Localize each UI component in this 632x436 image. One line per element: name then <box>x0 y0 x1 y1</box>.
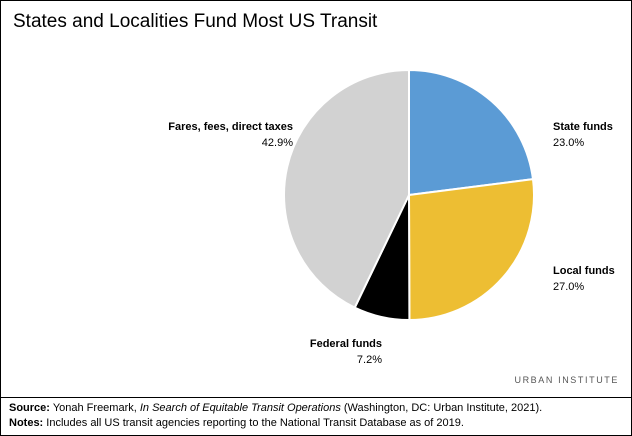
pie-slice-fares-fees-direct-taxes <box>283 68 410 309</box>
slice-value-label: 42.9% <box>262 137 293 149</box>
slice-label: Federal funds <box>310 338 382 350</box>
brand-strong: URBAN <box>514 375 554 385</box>
pie-chart: State funds 23.0% Local funds 27.0% Federal … <box>168 68 615 366</box>
brand-light: INSTITUTE <box>558 375 619 385</box>
source-text-pre: Yonah Freemark, <box>49 402 140 414</box>
source-text-post: (Washington, DC: Urban Institute, 2021). <box>340 402 543 414</box>
notes-text: Includes all US transit agencies reporti… <box>43 417 464 429</box>
slice-label: Fares, fees, direct taxes <box>168 121 293 133</box>
slice-label: State funds <box>553 121 613 133</box>
slice-value-label: 7.2% <box>357 354 382 366</box>
slice-label: Local funds <box>553 265 615 277</box>
footer-divider <box>1 397 631 398</box>
pie-slice-local-funds <box>407 178 535 322</box>
notes-note: Notes: Includes all US transit agencies … <box>9 417 464 429</box>
source-note: Source: Yonah Freemark, In Search of Equ… <box>9 402 542 414</box>
pie-slice-state-funds <box>408 68 535 197</box>
chart-title: States and Localities Fund Most US Trans… <box>13 11 378 32</box>
source-key: Source: <box>9 402 50 414</box>
slice-value-label: 27.0% <box>553 281 584 293</box>
source-title: In Search of Equitable Transit Operation… <box>139 402 341 414</box>
notes-key: Notes: <box>9 417 44 429</box>
slice-value-label: 23.0% <box>553 137 584 149</box>
brand-logo-text: URBAN INSTITUTE <box>514 375 619 385</box>
